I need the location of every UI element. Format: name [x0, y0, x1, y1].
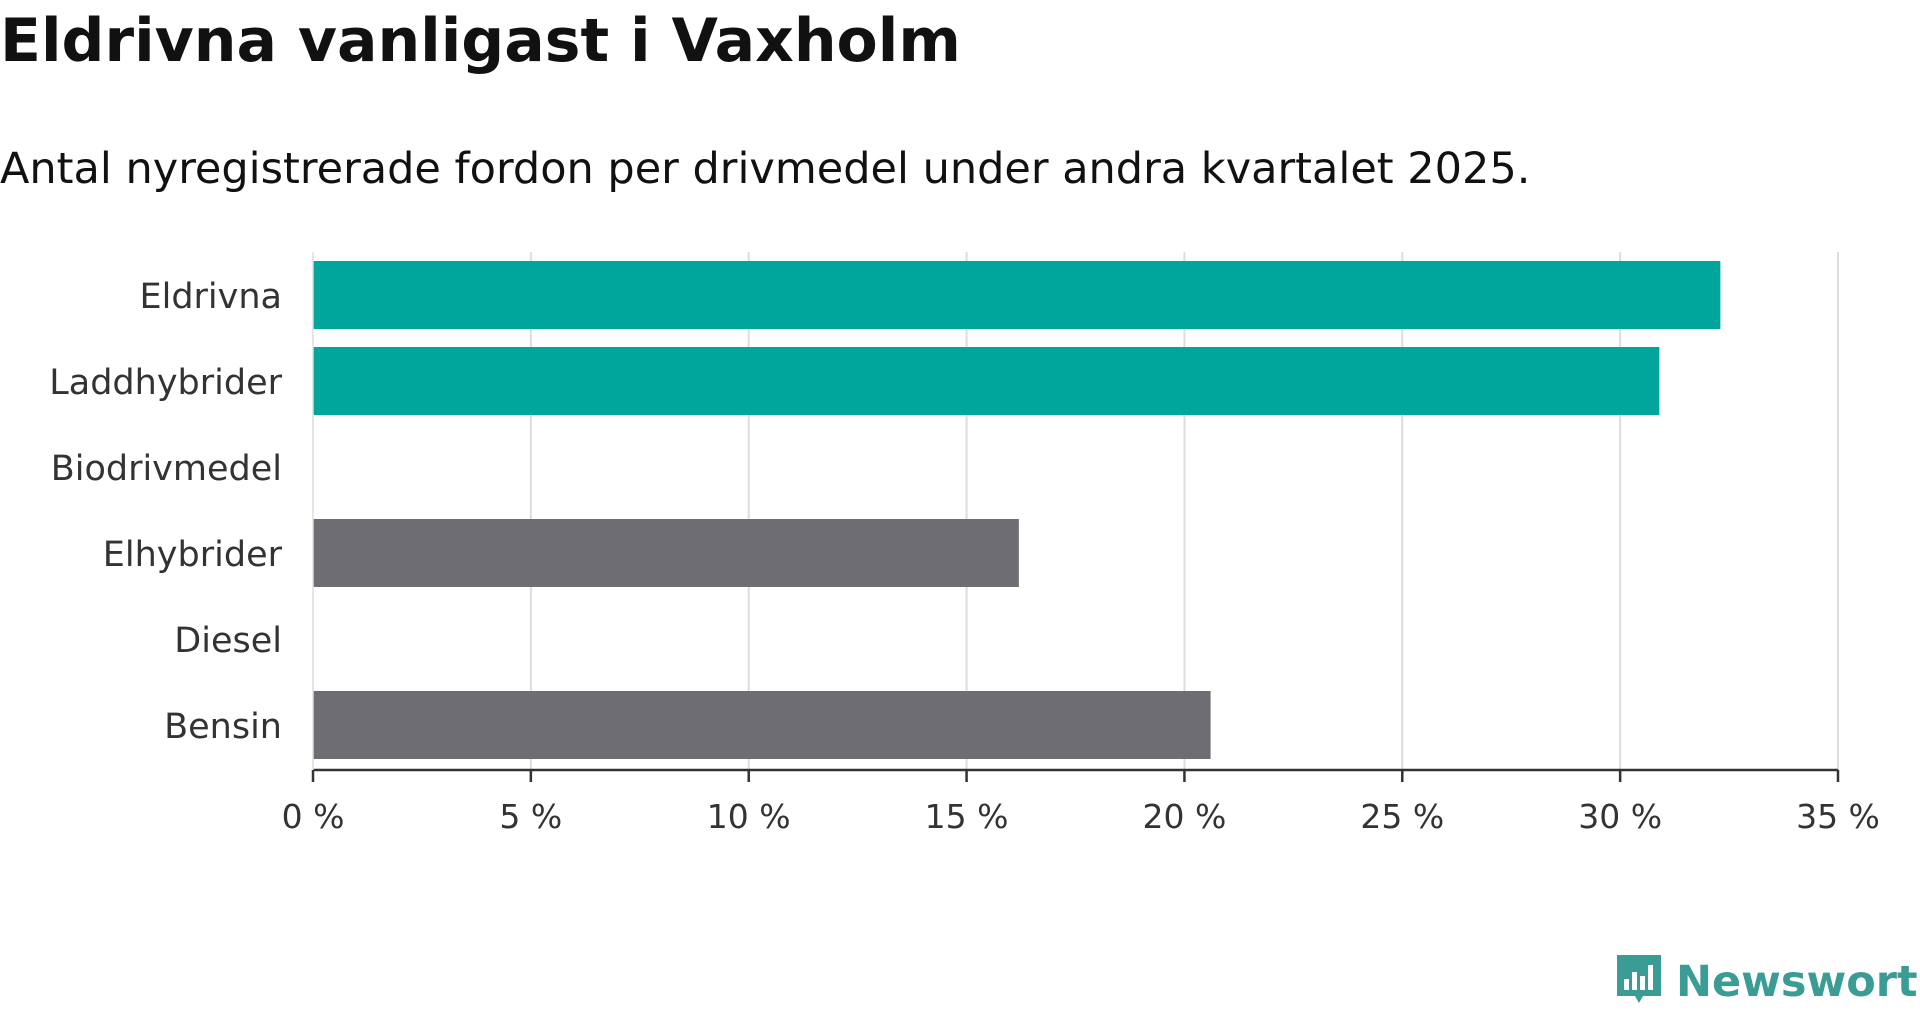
x-axis: 0 % 5 % 10 % 15 % 20 % 25 % 30 % 35 % [282, 252, 1880, 836]
bar-chart: Eldrivna Laddhybrider Biodrivmedel Elhybrid… [49, 252, 1880, 836]
category-labels: Eldrivna Laddhybrider Biodrivmedel Elhybrid… [49, 277, 282, 747]
bar-bensin [313, 691, 1211, 759]
chart-subtitle: Antal nyregistrerade fordon per drivmede… [0, 144, 1531, 194]
bar-eldrivna [313, 261, 1721, 329]
x-tick-label: 35 % [1796, 797, 1880, 836]
x-tick-label: 25 % [1360, 797, 1444, 836]
x-tick-label: 20 % [1143, 797, 1227, 836]
category-label: Diesel [174, 621, 282, 661]
x-tick-label: 30 % [1578, 797, 1662, 836]
category-label: Laddhybrider [49, 363, 282, 403]
category-label: Bensin [164, 707, 282, 747]
x-tick-label: 5 % [499, 797, 562, 836]
x-tick-label: 10 % [707, 797, 791, 836]
category-label: Elhybrider [103, 535, 283, 575]
newsworthy-logo-icon [1617, 955, 1661, 1003]
category-label: Biodrivmedel [51, 449, 282, 489]
brand-logo: Newsworthy [1614, 952, 1920, 1012]
bar-elhybrider [313, 519, 1019, 587]
chart-title: Eldrivna vanligast i Vaxholm [0, 6, 961, 76]
bar-laddhybrider [313, 347, 1660, 415]
brand-name: Newsworthy [1676, 957, 1920, 1007]
category-label: Eldrivna [139, 277, 282, 317]
gridlines [529, 252, 1839, 770]
x-tick-label: 0 % [282, 797, 345, 836]
x-tick-label: 15 % [925, 797, 1009, 836]
bars [313, 261, 1721, 759]
